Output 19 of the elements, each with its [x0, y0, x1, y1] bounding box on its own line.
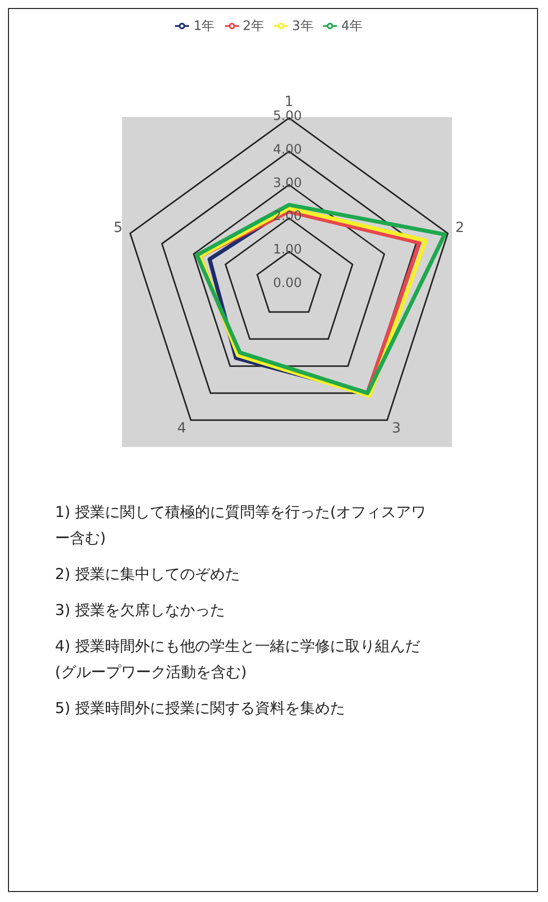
- spoke-label: 1: [284, 94, 294, 110]
- spoke-label: 3: [392, 420, 401, 437]
- legend-label: 3年: [292, 19, 314, 34]
- spoke-label: 5: [114, 220, 123, 236]
- y-tick-label: 3.00: [273, 176, 302, 191]
- legend-label: 4年: [341, 19, 363, 34]
- spoke-label: 2: [455, 220, 464, 236]
- y-tick-label: 1.00: [273, 242, 302, 258]
- text: 2) 授業に集中してのぞめた: [55, 564, 242, 585]
- legend-label: 1年: [193, 19, 215, 34]
- y-tick-label: 4.00: [273, 142, 302, 158]
- text: 5) 授業時間外に授業に関する資料を集めた: [55, 698, 346, 719]
- spoke-label: 4: [177, 420, 186, 437]
- y-tick-label: 5.00: [273, 109, 302, 124]
- text: 4) 授業時間外にも他の学生と一緒に学修に取り組んだ(グループワーク活動を含む): [55, 636, 422, 683]
- y-tick-label: 0.00: [273, 276, 302, 291]
- text: 3) 授業を欠席しなかった: [55, 600, 226, 621]
- legend-label: 2年: [242, 19, 264, 34]
- text: 1) 授業に関して積極的に質問等を行った(オフィスアワー含む): [55, 502, 428, 549]
